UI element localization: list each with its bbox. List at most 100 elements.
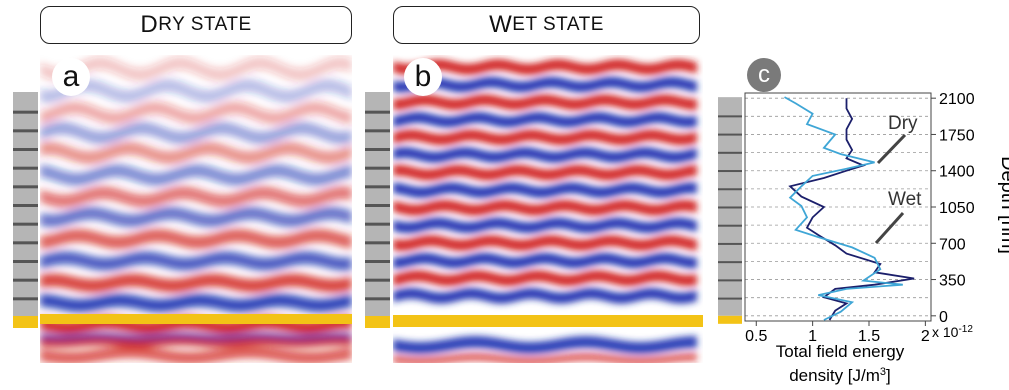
dry-title-rest: RY STATE (158, 14, 252, 35)
field-stripe (393, 336, 697, 354)
layer-interface (365, 129, 390, 133)
y-tick-label: 2100 (939, 91, 975, 108)
field-stripe (40, 141, 352, 165)
x-tick-label: 0.5 (745, 328, 767, 345)
field-stripe (393, 270, 697, 287)
x-tick-label: 2 (921, 328, 930, 345)
wet-annotation-pointer (874, 211, 905, 245)
layer-interface (365, 110, 390, 114)
xlabel-end: ] (886, 366, 891, 385)
x-multiplier: x 10-12 (932, 324, 973, 340)
layer-interface (365, 185, 390, 189)
chart-layer-interface (718, 297, 742, 300)
field-stripe (40, 121, 352, 145)
chart-layer-interface (718, 206, 742, 209)
dry-title-initial: D (140, 11, 159, 38)
xlabel-sup: 3 (880, 366, 886, 378)
field-stripe (40, 78, 352, 104)
layer-interface (365, 278, 390, 282)
field-stripe (393, 164, 697, 181)
layer-interface (13, 278, 38, 282)
chart-layer-interface (718, 279, 742, 282)
field-stripe (393, 94, 697, 111)
chart-substrate (718, 315, 742, 324)
y-tick-label: 0 (939, 309, 948, 326)
x-axis-label-line2: density [J/m3] (789, 366, 891, 385)
y-tick-label: 700 (939, 236, 966, 253)
layer-interface (365, 260, 390, 263)
field-stripe (393, 287, 697, 304)
layer-interface (13, 260, 38, 263)
field-stripe (393, 111, 697, 128)
layer-interface (13, 148, 38, 151)
dry-annotation-pointer (876, 133, 907, 165)
chart-layer-interface (718, 224, 742, 227)
layer-interface (13, 222, 38, 226)
wet-title-initial: W (489, 11, 513, 38)
field-stripe (40, 206, 352, 228)
layer-interface (13, 185, 38, 189)
chart-layer-interface (718, 242, 742, 245)
field-stripe (40, 273, 352, 293)
field-stripe (393, 217, 697, 234)
x-axis-label-line1: Total field energy (776, 342, 905, 361)
x-tick-label: 1.5 (858, 328, 880, 345)
field-stripe (40, 56, 352, 82)
layer-interface (13, 241, 38, 245)
field-stripe (40, 337, 352, 347)
y-tick-label: 1750 (939, 127, 975, 144)
chart-layer-interface (718, 261, 742, 264)
field-stripe (393, 235, 697, 251)
series-line-wet (784, 96, 903, 321)
wet-field-map (393, 55, 703, 363)
wet-title-rest: ET STATE (512, 14, 604, 35)
chart-layer-interface (718, 151, 742, 154)
field-stripe (40, 251, 352, 271)
layer-interface (365, 166, 390, 170)
field-stripe (393, 76, 697, 93)
panel-b-label: b (404, 58, 442, 96)
x-multiplier-base: x 10 (932, 324, 959, 340)
y-axis-label: Depth [nm] (997, 156, 1009, 254)
field-stripe (40, 186, 352, 208)
layer-interface (13, 297, 38, 301)
chart-layer-interface (718, 188, 742, 191)
layer-interface (13, 129, 38, 133)
field-stripe (393, 182, 697, 199)
layer-interface (365, 148, 390, 151)
dry-field-map (40, 55, 352, 363)
wet-layer-stack (365, 92, 390, 328)
field-stripe (40, 293, 352, 313)
panel-c-label: c (747, 58, 781, 92)
xlabel-line2-text: density [J/m (789, 366, 880, 385)
chart-layer-interface (718, 115, 742, 118)
field-stripe (393, 147, 697, 163)
layer-interface (365, 241, 390, 245)
y-tick-label: 350 (939, 273, 966, 290)
substrate-layer (13, 316, 38, 328)
dry-layer-stack (13, 92, 38, 328)
wet-state-title: W ET STATE (393, 6, 700, 44)
layer-interface (13, 204, 38, 207)
layer-interface (365, 297, 390, 301)
field-stripe (40, 101, 352, 125)
dry-annotation: Dry (888, 113, 918, 134)
substrate-layer (40, 314, 352, 324)
field-stripe (393, 199, 697, 216)
x-multiplier-exp: -12 (958, 324, 973, 335)
dry-state-title: D RY STATE (40, 6, 352, 44)
field-stripe (40, 228, 352, 250)
x-tick-label: 1 (808, 328, 817, 345)
energy-density-chart: 0 350 700 1050 1400 1750 2100 0.5 1 1.5 2 Depth [… (718, 91, 1009, 385)
layer-interface (13, 166, 38, 170)
chart-layer-interface (718, 170, 742, 173)
field-stripe (40, 164, 352, 186)
y-tick-label: 1050 (939, 200, 975, 217)
layer-interface (365, 204, 390, 207)
y-tick-label: 1400 (939, 164, 975, 181)
wet-annotation: Wet (888, 189, 922, 210)
layer-interface (365, 222, 390, 226)
field-stripe (40, 346, 352, 363)
field-stripe (393, 252, 697, 269)
substrate-layer (393, 315, 703, 327)
